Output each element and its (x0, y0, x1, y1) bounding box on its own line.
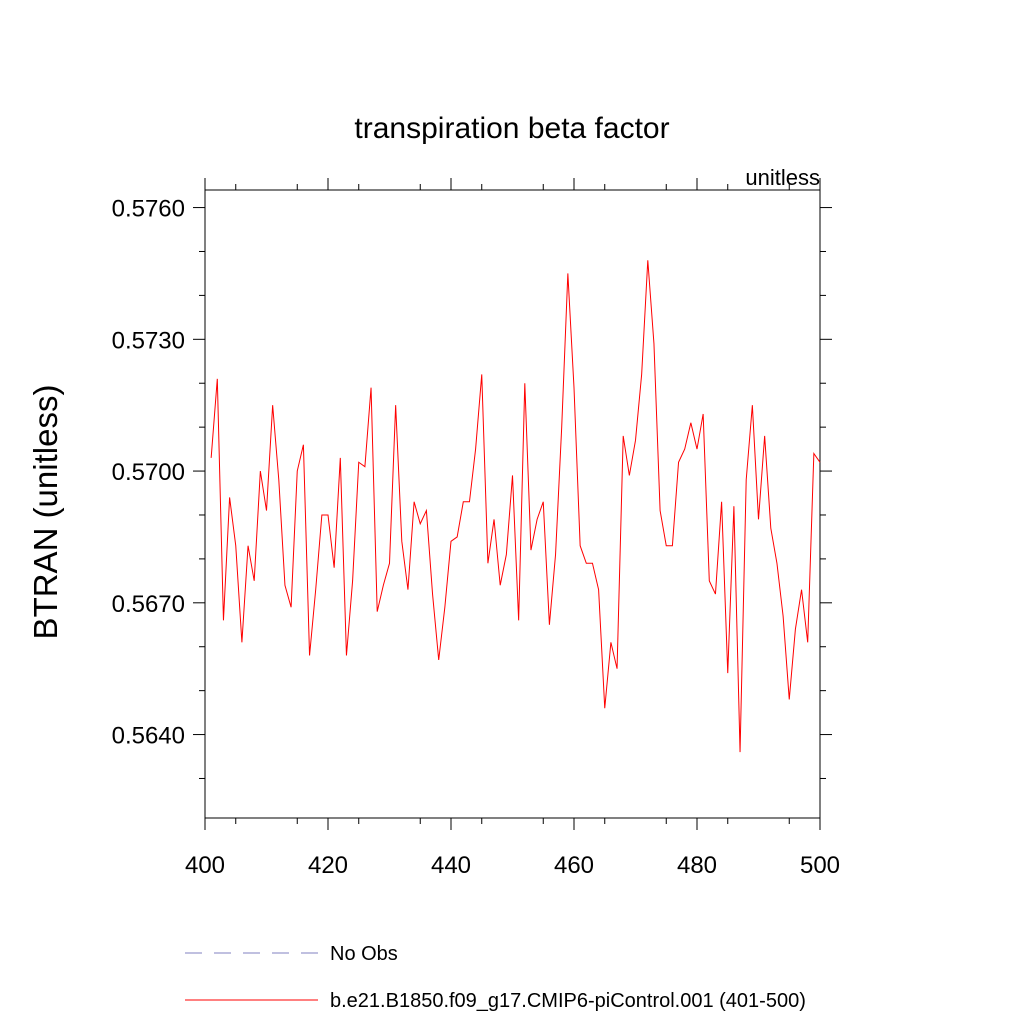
x-tick-label: 500 (800, 852, 840, 879)
y-tick-label: 0.5730 (112, 327, 185, 354)
y-tick-label: 0.5700 (112, 459, 185, 486)
y-axis-label: BTRAN (unitless) (27, 385, 64, 640)
legend-label: No Obs (330, 943, 398, 965)
axis-ticks (193, 178, 832, 830)
chart-title: transpiration beta factor (354, 112, 669, 145)
units-label: unitless (745, 165, 820, 190)
x-tick-label: 440 (431, 852, 471, 879)
series-layer (210, 260, 821, 753)
axis-tick-labels: 400 420 440 460 480 500 0.5760 0.5730 0.5700 0.56… (112, 196, 840, 879)
plot-frame (204, 189, 821, 819)
y-tick-label: 0.5760 (112, 196, 185, 223)
series-line (210, 260, 821, 753)
legend: No Obs b.e21.B1850.f09_g17.CMIP6-piContro… (185, 943, 806, 1012)
y-tick-label: 0.5670 (112, 591, 185, 618)
legend-label: b.e21.B1850.f09_g17.CMIP6-piControl.001 … (330, 990, 806, 1012)
x-tick-label: 420 (308, 852, 348, 879)
x-tick-label: 400 (185, 852, 225, 879)
y-tick-label: 0.5640 (112, 723, 185, 750)
x-tick-label: 460 (554, 852, 594, 879)
x-tick-label: 480 (677, 852, 717, 879)
